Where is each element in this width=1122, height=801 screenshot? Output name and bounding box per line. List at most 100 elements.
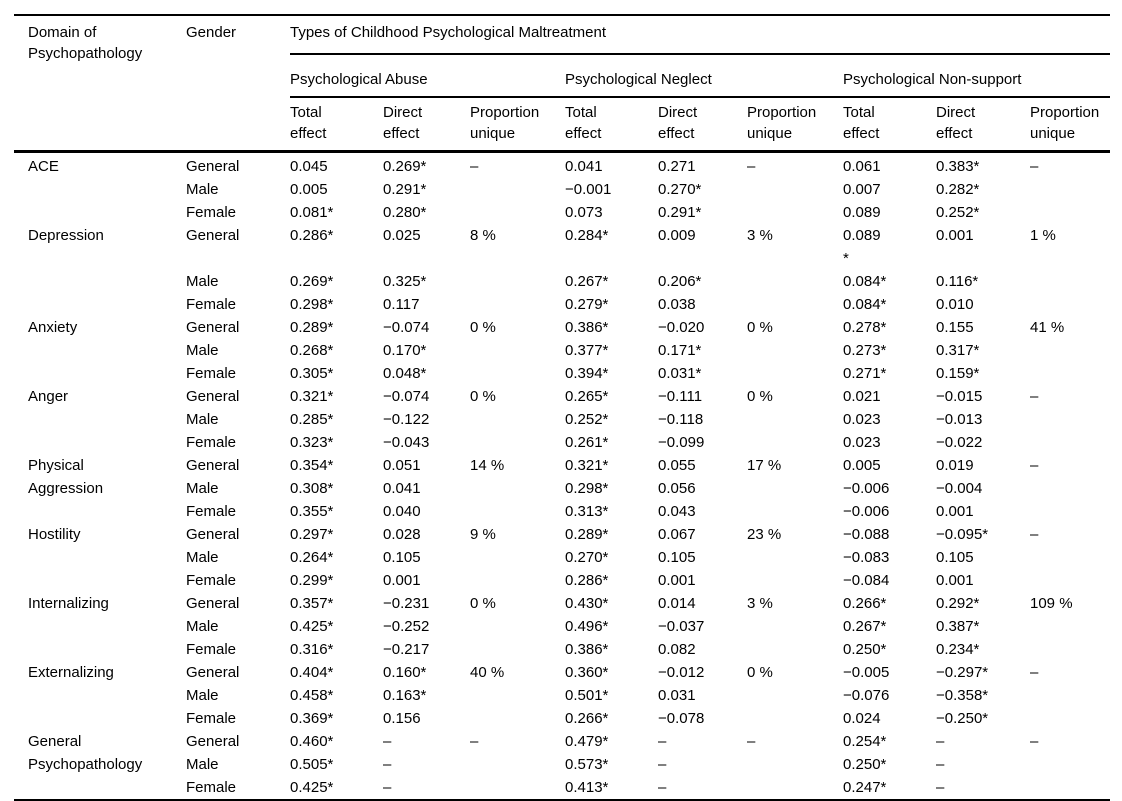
col-header-gender: Gender — [186, 24, 237, 41]
value-cell: −0.088 — [843, 526, 890, 543]
value-cell: −0.231 — [383, 595, 430, 612]
gender-cell: Male — [186, 273, 219, 290]
value-cell — [747, 500, 843, 523]
table-row: Male 0.268* 0.170* 0.377* 0.171* 0.273* 0.317* — [14, 339, 1110, 362]
value-cell — [747, 201, 843, 224]
domain-cell: Anger — [28, 388, 69, 405]
value-cell: 17 % — [747, 457, 782, 474]
value-cell: 109 % — [1030, 595, 1073, 612]
value-cell — [747, 362, 843, 385]
value-cell — [1030, 684, 1110, 707]
value-cell: – — [936, 756, 945, 773]
gender-cell: Male — [186, 687, 219, 704]
value-cell — [747, 293, 843, 316]
value-cell: −0.012 — [658, 664, 705, 681]
value-cell: 0.479* — [565, 733, 609, 750]
value-cell: 0.001 — [383, 572, 421, 589]
gender-cell: Female — [186, 204, 237, 221]
table-row: Male 0.458* 0.163* 0.501* 0.031 −0.076 −0.358* — [14, 684, 1110, 707]
maltreatment-table: Domain of Psychopathology Gender Types o… — [14, 14, 1111, 801]
value-cell: 0 % — [747, 388, 773, 405]
table-row: Male 0.308* 0.041 0.298* 0.056 −0.006 −0.004 — [14, 477, 1110, 500]
col-header-maltreatment-types: Types of Childhood Psychological Maltrea… — [290, 15, 1111, 55]
value-cell — [1030, 546, 1110, 569]
value-cell: 41 % — [1030, 319, 1065, 336]
domain-cell: ACE — [14, 150, 186, 224]
value-cell: 0.267* — [843, 618, 887, 635]
value-cell: 9 % — [470, 526, 496, 543]
value-cell — [470, 270, 565, 293]
value-cell: 0.009 — [658, 227, 696, 244]
group-header-psychological-abuse: Psychological Abuse — [290, 54, 565, 98]
value-cell: 0.117 — [383, 296, 420, 313]
value-cell: – — [658, 733, 667, 750]
table-row: Female 0.305* 0.048* 0.394* 0.031* 0.271* 0.15… — [14, 362, 1110, 385]
value-cell: 0.252* — [936, 204, 980, 221]
value-cell: 1 % — [1030, 227, 1056, 244]
value-cell: 0.377* — [565, 342, 609, 359]
value-cell — [1030, 408, 1110, 431]
value-cell: 0.023 — [843, 434, 881, 451]
value-cell: 0.386* — [565, 641, 609, 658]
value-cell: 3 % — [747, 595, 773, 612]
value-cell: 0.084* — [843, 296, 887, 313]
value-cell: 0.014 — [658, 595, 696, 612]
col-header-domain: Domain of Psychopathology — [28, 24, 143, 62]
table-row: ACE General 0.045 0.269* –0.041 0.271–0.061 0.… — [14, 150, 1111, 224]
value-cell — [747, 477, 843, 500]
value-cell: 0.156 — [383, 710, 421, 727]
value-cell: −0.022 — [936, 434, 983, 451]
value-cell: 0.038 — [658, 296, 696, 313]
group-header-psychological-neglect: Psychological Neglect — [565, 54, 843, 98]
value-cell: 0.261* — [565, 434, 609, 451]
gender-cell: Male — [186, 756, 219, 773]
gender-cell: General — [186, 227, 240, 244]
value-cell — [747, 684, 843, 707]
table-row: Physical Aggression General 0.354* 0.051 14 … — [14, 454, 1110, 497]
table-body: ACE General 0.045 0.269* –0.041 0.271–0.061 0.… — [14, 150, 1111, 801]
value-cell — [470, 500, 565, 523]
value-cell: 0.496* — [565, 618, 609, 635]
value-cell: 0.089 — [843, 204, 881, 221]
table-row: Male 0.269* 0.325* 0.267* 0.206* 0.084* 0.116* — [14, 270, 1110, 293]
value-cell: −0.074 — [383, 388, 430, 405]
value-cell: −0.118 — [658, 411, 704, 428]
value-cell: 0.028 — [383, 526, 421, 543]
value-cell: 0.056 — [658, 480, 696, 497]
value-cell: −0.297* — [936, 664, 989, 681]
value-cell: 0.269* — [290, 273, 334, 290]
value-cell: – — [1030, 388, 1039, 405]
value-cell: 40 % — [470, 664, 505, 681]
value-cell: −0.006 — [843, 503, 890, 520]
value-cell: 0.278* — [843, 319, 887, 336]
value-cell: 0.089 * — [843, 227, 881, 267]
value-cell — [1030, 615, 1110, 638]
value-cell: 0.430* — [565, 595, 609, 612]
value-cell: 0.291* — [383, 181, 427, 198]
table-row: Hostility General 0.297* 0.028 9 % 0.289* 0.06… — [14, 523, 1110, 546]
col-header-nonsupport-direct-effect: Direct effect — [936, 104, 976, 142]
table-row: Anger General 0.321* −0.074 0 % 0.265* −0.111 0… — [14, 385, 1110, 408]
col-header-neglect-proportion-unique: Proportion unique — [747, 104, 817, 142]
value-cell: 0.284* — [565, 227, 609, 244]
value-cell: 8 % — [470, 227, 496, 244]
value-cell — [1030, 477, 1110, 500]
value-cell: 0.505* — [290, 756, 334, 773]
value-cell: 0.254* — [843, 733, 887, 750]
value-cell: −0.250* — [936, 710, 989, 727]
value-cell — [747, 615, 843, 638]
table-header: Domain of Psychopathology Gender Types o… — [14, 15, 1111, 152]
value-cell: 0.001 — [936, 572, 974, 589]
value-cell: 0.073 — [565, 204, 603, 221]
value-cell: 0.501* — [565, 687, 609, 704]
table-row: Male 0.005 0.291* −0.001 0.270* 0.007 0.282* — [14, 178, 1110, 201]
value-cell: 0 % — [470, 388, 496, 405]
value-cell: 0 % — [470, 319, 496, 336]
table-row: Female 0.323* −0.043 0.261* −0.099 0.023 −0.02… — [14, 431, 1110, 454]
domain-cell: Internalizing — [28, 595, 109, 612]
gender-cell: Male — [186, 411, 219, 428]
value-cell: 0.001 — [936, 503, 974, 520]
value-cell: −0.083 — [843, 549, 890, 566]
value-cell: −0.252 — [383, 618, 430, 635]
value-cell — [1030, 293, 1110, 316]
